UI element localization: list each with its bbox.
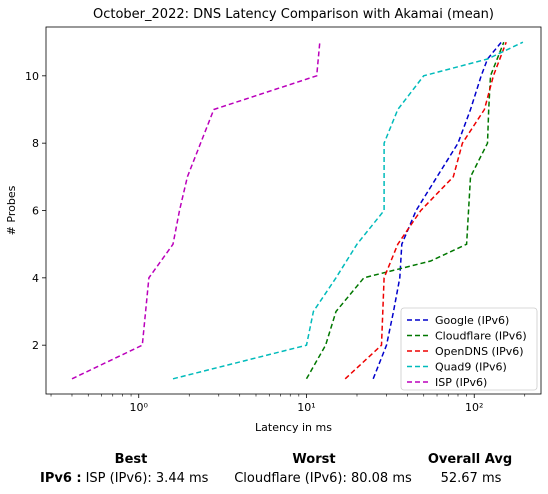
- x-tick-label: 10⁰: [130, 401, 149, 414]
- legend-box: [400, 307, 538, 391]
- legend-entry-3: Quad9 (IPv6): [435, 361, 507, 374]
- x-tick-label: 10¹: [297, 401, 315, 414]
- overall-avg-value: 52.67 ms: [440, 471, 502, 486]
- x-axis-label: Latency in ms: [255, 421, 332, 434]
- series-line-0: [372, 41, 502, 380]
- y-tick-label: 2: [32, 339, 39, 352]
- series-line-3: [172, 41, 524, 380]
- worst-value: Cloudflare (IPv6): 80.08 ms: [234, 471, 412, 486]
- series-line-1: [305, 41, 505, 380]
- ipv6-row-label: IPv6 :: [40, 471, 82, 486]
- worst-header: Worst: [292, 452, 336, 467]
- legend-entry-0: Google (IPv6): [435, 314, 509, 327]
- latency-chart: October_2022: DNS Latency Comparison wit…: [5, 7, 542, 434]
- y-tick-label: 10: [25, 70, 39, 83]
- y-tick-label: 4: [32, 272, 39, 285]
- y-tick-label: 8: [32, 137, 39, 150]
- overall-avg-header: Overall Avg: [427, 452, 513, 467]
- series-line-4: [71, 42, 321, 380]
- y-axis-label: # Probes: [5, 185, 18, 235]
- chart-title: October_2022: DNS Latency Comparison wit…: [93, 7, 494, 22]
- x-tick-label: 10²: [465, 401, 483, 414]
- best-value: ISP (IPv6): 3.44 ms: [85, 471, 209, 486]
- best-header: Best: [114, 452, 148, 467]
- series-line-2: [344, 41, 507, 380]
- y-tick-label: 6: [32, 205, 39, 218]
- legend-entry-4: ISP (IPv6): [435, 376, 487, 389]
- legend-entry-2: OpenDNS (IPv6): [435, 345, 524, 358]
- legend-entry-1: Cloudflare (IPv6): [435, 330, 527, 343]
